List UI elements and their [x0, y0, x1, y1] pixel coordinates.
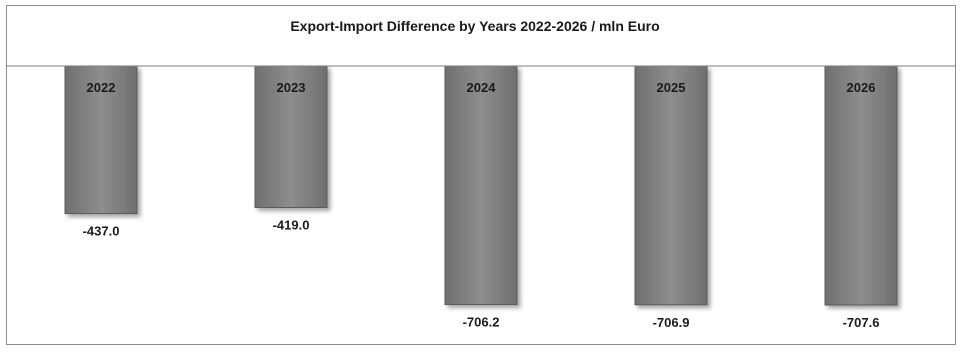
- bar-2026: [824, 65, 898, 306]
- category-label-2023: 2023: [277, 80, 306, 95]
- data-label-2026: -707.6: [843, 315, 880, 330]
- bar-2023: [254, 65, 328, 209]
- data-label-2024: -706.2: [463, 315, 500, 330]
- bar-2024: [444, 65, 518, 306]
- data-label-2022: -437.0: [83, 224, 120, 239]
- category-label-2026: 2026: [847, 80, 876, 95]
- category-label-2025: 2025: [657, 80, 686, 95]
- category-label-2022: 2022: [87, 80, 116, 95]
- category-label-2024: 2024: [467, 80, 497, 95]
- bar-2022: [64, 65, 138, 215]
- bar-2025: [634, 65, 708, 306]
- data-label-2025: -706.9: [653, 315, 690, 330]
- chart-title: Export-Import Difference by Years 2022-2…: [290, 18, 660, 34]
- data-label-2023: -419.0: [273, 218, 310, 233]
